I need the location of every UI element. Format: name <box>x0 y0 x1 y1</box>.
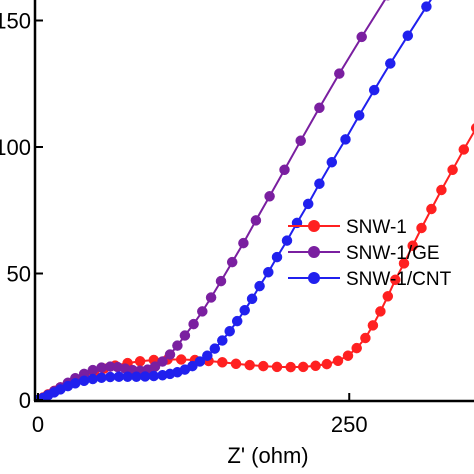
data-point <box>326 156 338 168</box>
legend-label: SNW-1 <box>346 217 407 238</box>
y-ticks: 0 50 100 150 <box>0 9 43 413</box>
data-point <box>368 84 380 96</box>
legend-marker <box>308 272 320 284</box>
data-point <box>231 315 243 327</box>
data-point <box>157 356 168 367</box>
data-point <box>360 332 371 344</box>
data-point <box>458 144 470 155</box>
data-point <box>122 371 133 382</box>
data-point <box>382 291 394 302</box>
data-point <box>447 164 458 176</box>
data-point <box>258 360 269 372</box>
data-point <box>375 306 386 317</box>
legend-item: SNW-1 <box>288 217 407 238</box>
data-point <box>188 318 199 330</box>
series-line <box>37 0 432 401</box>
data-point <box>87 364 99 376</box>
data-point <box>285 361 296 373</box>
data-point <box>175 354 187 365</box>
data-point <box>353 110 365 121</box>
legend: SNW-1 SNW-1/GE SNW-1/CNT <box>288 217 452 290</box>
legend-label: SNW-1/GE <box>346 243 440 264</box>
series-snw-1-cnt <box>34 0 432 402</box>
data-point <box>217 335 228 346</box>
data-point <box>398 258 410 269</box>
x-axis-title: Z' (ohm) <box>227 443 308 468</box>
data-point <box>148 370 160 382</box>
data-point <box>342 350 354 361</box>
y-tick-label: 150 <box>0 9 31 34</box>
data-point <box>96 362 107 373</box>
data-point <box>314 178 325 189</box>
data-point <box>351 342 362 354</box>
data-point <box>224 325 235 337</box>
series-snw-1-ge <box>34 0 390 402</box>
data-point <box>281 235 293 246</box>
x-ticks: 0250500 <box>32 393 368 437</box>
data-point <box>334 68 345 79</box>
data-point <box>197 306 208 317</box>
data-point <box>271 361 283 373</box>
data-point <box>314 102 325 114</box>
legend-marker <box>308 220 320 232</box>
data-point <box>239 304 250 316</box>
data-point <box>321 358 333 370</box>
data-point <box>295 135 306 146</box>
data-point <box>226 256 238 268</box>
data-point <box>194 356 206 367</box>
data-point <box>179 330 191 341</box>
data-point <box>279 164 290 176</box>
data-point <box>244 359 255 371</box>
data-point <box>202 350 213 361</box>
data-point <box>164 349 176 360</box>
data-point <box>271 251 283 263</box>
data-point <box>390 274 401 286</box>
data-point <box>421 1 432 12</box>
data-point <box>87 373 99 385</box>
data-point <box>385 58 396 69</box>
data-point <box>402 30 414 41</box>
data-point <box>416 222 427 234</box>
data-point <box>230 358 242 370</box>
data-point <box>310 360 321 372</box>
data-point <box>356 31 367 43</box>
data-point <box>246 293 258 305</box>
data-point <box>209 343 221 354</box>
data-point <box>426 203 437 215</box>
data-point <box>238 237 249 249</box>
data-point <box>172 340 183 351</box>
data-point <box>302 198 314 210</box>
data-point <box>215 275 227 287</box>
series-layer <box>34 0 474 402</box>
data-point <box>70 378 81 389</box>
data-point <box>332 355 344 367</box>
data-point <box>470 123 474 133</box>
data-point <box>367 320 379 331</box>
data-point <box>78 375 90 387</box>
y-tick-label: 0 <box>19 388 31 413</box>
data-point <box>263 266 274 278</box>
x-tick-label: 0 <box>32 412 44 437</box>
data-point <box>407 240 418 251</box>
data-point <box>297 361 309 373</box>
series-snw-1 <box>34 123 474 402</box>
legend-label: SNW-1/CNT <box>346 269 452 290</box>
series-line <box>37 129 474 401</box>
y-tick-label: 100 <box>0 135 31 160</box>
legend-marker <box>308 246 320 258</box>
legend-item: SNW-1/CNT <box>288 269 452 290</box>
data-point <box>264 191 275 202</box>
data-point <box>134 356 146 367</box>
x-tick-label: 250 <box>331 412 368 437</box>
legend-item: SNW-1/GE <box>288 243 440 264</box>
data-point <box>205 292 217 303</box>
data-point <box>254 280 265 292</box>
data-point <box>217 357 228 368</box>
y-tick-label: 50 <box>7 262 31 287</box>
data-point <box>436 184 447 196</box>
data-point <box>250 215 262 226</box>
data-point <box>340 134 351 145</box>
